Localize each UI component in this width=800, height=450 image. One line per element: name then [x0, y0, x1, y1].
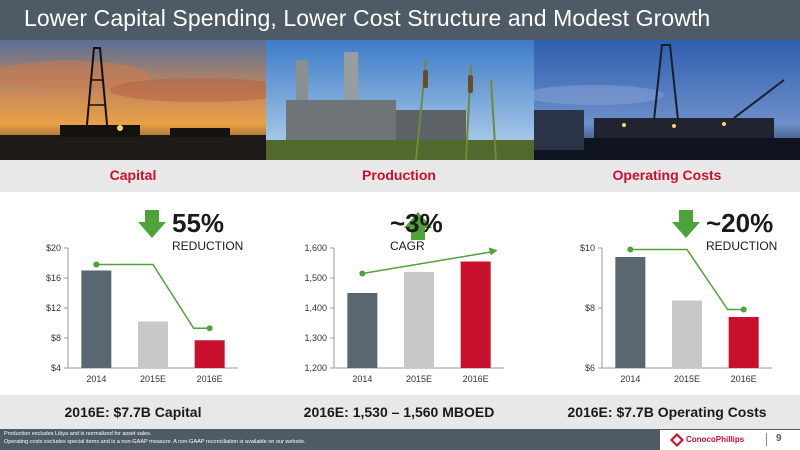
- trend-arrowhead: [488, 247, 498, 256]
- footnote-operating-costs: Operating costs excludes special items a…: [4, 439, 306, 445]
- down-arrow-icon: [672, 210, 700, 238]
- bar-2016e: [728, 317, 759, 368]
- bar-2016e: [194, 340, 225, 368]
- callout-label: REDUCTION: [706, 239, 777, 253]
- footer-divider: [766, 433, 767, 446]
- bar-2014: [615, 257, 646, 368]
- title-bar: Lower Capital Spending, Lower Cost Struc…: [0, 0, 800, 40]
- callout-label: CAGR: [390, 239, 425, 253]
- x-tick-label: 2015E: [674, 374, 700, 384]
- y-tick-label: $4: [51, 363, 61, 373]
- callout-value: 55%: [172, 208, 224, 238]
- callout-value: ~3%: [390, 208, 443, 238]
- chart-operating-costs: $6 $8 $10 2014 2015E 2016E ~20% REDUCTION: [534, 192, 800, 399]
- bar-2015e: [672, 300, 702, 368]
- y-tick-label: $20: [46, 243, 61, 253]
- y-tick-label: 1,400: [304, 303, 327, 313]
- x-tick-label: 2016E: [197, 374, 223, 384]
- y-tick-label: $10: [580, 243, 595, 253]
- summary-production: 2016E: 1,530 – 1,560 MBOED: [303, 404, 495, 420]
- bottom-bar: Production excludes Libya and is normali…: [0, 429, 800, 450]
- up-arrow-icon: [404, 212, 432, 240]
- bar-2015e: [138, 321, 168, 368]
- x-tick-label: 2016E: [731, 374, 757, 384]
- chart-production: 1,200 1,300 1,400 1,500 1,600 2014 2015E 2016E ~…: [266, 192, 534, 399]
- trend-start-marker: [93, 261, 100, 268]
- logo-text: ConocoPhillips: [686, 435, 745, 444]
- photo-power-plant: [266, 40, 534, 160]
- summary-capital: 2016E: $7.7B Capital: [64, 404, 202, 420]
- conocophillips-logo-icon: [670, 433, 684, 447]
- trend-end-marker: [206, 325, 213, 332]
- trend-start-marker: [359, 270, 366, 277]
- callout-label: REDUCTION: [172, 239, 243, 253]
- column-heading-band: [0, 160, 800, 192]
- callout-value: ~20%: [706, 208, 773, 238]
- trend-line: [96, 263, 210, 329]
- y-tick-label: $12: [46, 303, 61, 313]
- x-tick-label: 2014: [86, 374, 106, 384]
- y-tick-label: 1,600: [304, 243, 327, 253]
- y-tick-label: 1,300: [304, 333, 327, 343]
- bar-2014: [347, 293, 378, 368]
- x-tick-label: 2015E: [406, 374, 432, 384]
- trend-end-marker: [740, 306, 747, 313]
- y-tick-label: $6: [585, 363, 595, 373]
- bar-2014: [81, 270, 112, 368]
- down-arrow-icon: [138, 210, 166, 238]
- x-tick-label: 2014: [620, 374, 640, 384]
- page-number: 9: [776, 433, 782, 444]
- y-tick-label: 1,200: [304, 363, 327, 373]
- y-tick-label: $8: [51, 333, 61, 343]
- summary-band: [0, 395, 800, 429]
- heading-capital: Capital: [109, 167, 157, 183]
- photo-offshore-rig: [534, 40, 800, 160]
- trend-line: [630, 248, 744, 311]
- logo-area: ConocoPhillips: [660, 430, 800, 450]
- x-tick-label: 2015E: [140, 374, 166, 384]
- footnote-production: Production excludes Libya and is normali…: [4, 431, 152, 437]
- y-tick-label: 1,500: [304, 273, 327, 283]
- trend-start-marker: [627, 246, 634, 253]
- x-tick-label: 2016E: [463, 374, 489, 384]
- heading-operating-costs: Operating Costs: [612, 167, 722, 183]
- trend-line: [362, 251, 492, 275]
- bar-2015e: [404, 272, 434, 368]
- slide-title: Lower Capital Spending, Lower Cost Struc…: [24, 5, 711, 31]
- photo-drilling-rig-sunset: [0, 40, 266, 160]
- y-tick-label: $8: [585, 303, 595, 313]
- y-tick-label: $16: [46, 273, 61, 283]
- heading-production: Production: [362, 167, 436, 183]
- summary-operating-costs: 2016E: $7.7B Operating Costs: [567, 404, 767, 420]
- x-tick-label: 2014: [352, 374, 372, 384]
- chart-capital: $4 $8 $12 $16 $20 2014 2015E 2016E 55% REDUCTION: [0, 192, 266, 399]
- bar-2016e: [460, 261, 491, 368]
